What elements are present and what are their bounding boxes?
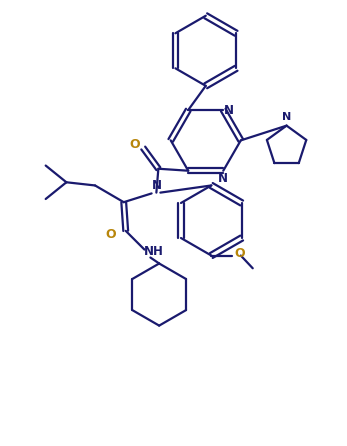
Text: N: N [151, 179, 161, 192]
Text: NH: NH [144, 245, 163, 258]
Text: O: O [234, 247, 245, 260]
Text: O: O [105, 227, 116, 240]
Text: N: N [224, 103, 234, 116]
Text: O: O [129, 138, 140, 151]
Text: N: N [218, 172, 228, 185]
Text: N: N [282, 112, 291, 122]
